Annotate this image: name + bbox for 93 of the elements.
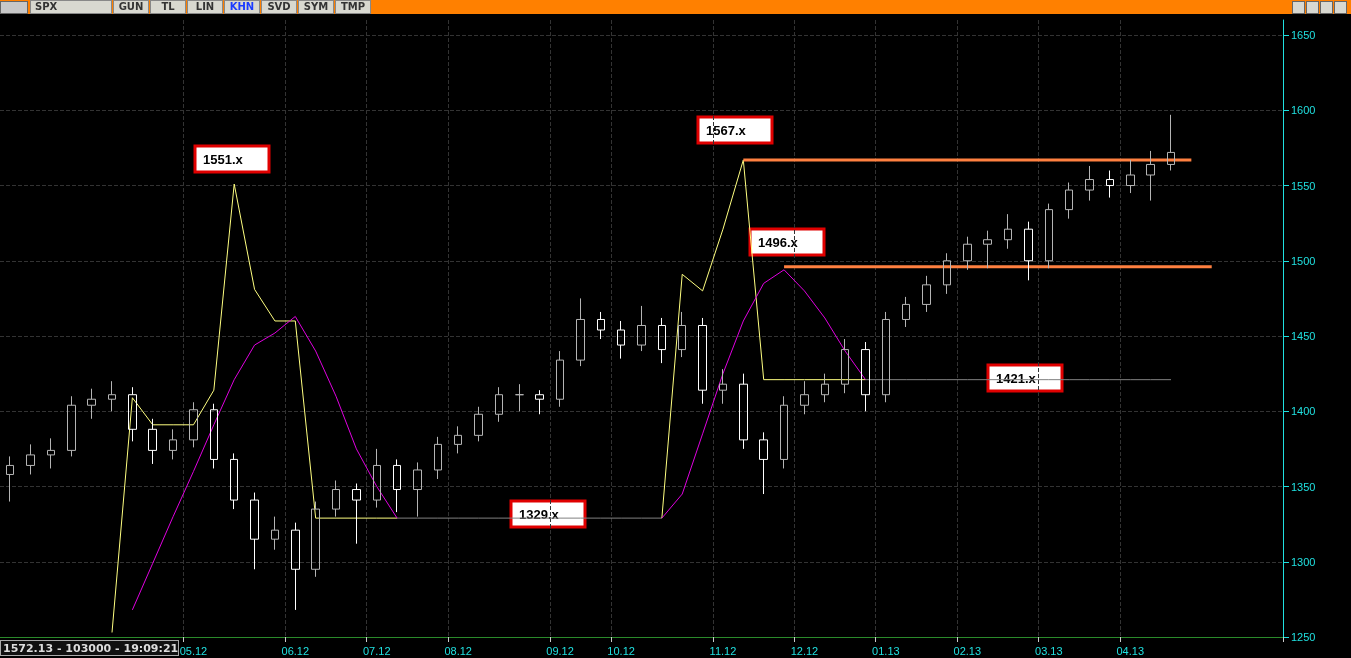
x-tick-label: 07.12 [362, 644, 391, 657]
x-tick-label: 08.12 [444, 644, 472, 657]
candlestick [474, 406, 483, 442]
candlestick [1106, 169, 1114, 199]
candlestick [1024, 221, 1033, 281]
candlestick [1146, 150, 1155, 202]
candlestick [1085, 165, 1094, 202]
candlestick [821, 373, 829, 403]
x-tick-label: 01.13 [872, 644, 900, 657]
y-tick-label: 1400 [1291, 405, 1316, 418]
candlestick [535, 389, 544, 415]
candlestick [311, 501, 320, 578]
candlestick [250, 492, 259, 570]
candlestick [271, 516, 279, 551]
candlestick [169, 428, 177, 460]
candlestick [882, 311, 890, 403]
candlestick [759, 431, 768, 495]
candlestick [861, 341, 870, 412]
y-tick-label: 1450 [1291, 330, 1316, 343]
x-tick-label: 12.12 [790, 644, 819, 657]
candlestick [210, 403, 218, 469]
candlestick [1004, 213, 1012, 250]
candlestick [26, 443, 35, 475]
candlestick [189, 401, 198, 448]
candlestick [1065, 182, 1073, 220]
candlestick [413, 461, 422, 518]
candlestick [983, 230, 992, 269]
candlestick [963, 236, 972, 271]
candlestick [6, 455, 14, 503]
candlestick [658, 317, 666, 364]
candlestick [922, 275, 931, 313]
candlestick [108, 380, 116, 412]
candlestick [352, 483, 361, 545]
candlestick [678, 311, 686, 358]
text: TL [150, 0, 186, 14]
text: TMP [335, 0, 371, 14]
text: SYM [298, 0, 334, 14]
candlestick [393, 458, 401, 513]
candlestick [434, 436, 442, 480]
annotation: 1567.x [706, 122, 747, 138]
candlestick [67, 395, 76, 457]
candlestick [1045, 203, 1053, 269]
candlestick [576, 297, 585, 367]
text: LIN [187, 0, 223, 14]
y-tick-label: 1300 [1291, 555, 1316, 568]
candlestick [902, 296, 910, 328]
annotation: 1496.x [758, 234, 799, 250]
chart-title: SPX [30, 0, 112, 14]
x-tick-label: 09.12 [546, 644, 574, 657]
x-tick-label: 04.13 [1116, 644, 1145, 657]
candlestick [719, 368, 727, 405]
y-tick-label: 1350 [1291, 480, 1316, 493]
candlestick [739, 373, 748, 450]
candlestick [841, 338, 849, 394]
candlestick [556, 350, 564, 408]
y-tick-label: 1550 [1291, 179, 1316, 192]
candlestick [943, 252, 951, 295]
x-tick-label: 03.13 [1035, 644, 1063, 657]
text: 1572.13 - 103000 - 19:09:21 [0, 640, 180, 656]
y-tick-label: 1600 [1291, 104, 1316, 117]
candlestick [230, 452, 238, 510]
text: SVD [261, 0, 297, 14]
y-tick-label: 1650 [1291, 29, 1316, 42]
candlestick [597, 311, 605, 340]
text: KHN [224, 0, 260, 14]
candlestick [87, 388, 96, 420]
candlestick [148, 418, 157, 465]
x-tick-label: 11.12 [709, 644, 737, 657]
candlestick [373, 448, 381, 509]
candlestick [454, 425, 462, 454]
candlestick [332, 479, 340, 518]
annotation: 1421.x [996, 370, 1037, 386]
y-tick-label: 1500 [1291, 254, 1316, 267]
candlestick [617, 320, 625, 360]
y-tick-label: 1250 [1291, 631, 1316, 643]
candlestick [1126, 159, 1135, 194]
candlestick [637, 305, 646, 352]
candlestick [47, 437, 55, 469]
x-tick-label: 02.13 [953, 644, 982, 657]
x-tick-label: 10.12 [607, 644, 635, 657]
annotation: 1551.x [203, 151, 244, 167]
candlestick [495, 386, 503, 423]
x-tick-label: 06.12 [281, 644, 310, 657]
text: GUN [113, 0, 149, 14]
candlestick [780, 395, 788, 469]
x-tick-label: 05.12 [179, 644, 208, 657]
candlestick [128, 386, 137, 442]
candlestick [291, 522, 300, 611]
candlestick [515, 383, 524, 412]
annotation: 1329.x [519, 506, 560, 522]
candlestick [800, 380, 809, 415]
candlestick [1167, 114, 1175, 171]
candlestick [698, 317, 707, 405]
